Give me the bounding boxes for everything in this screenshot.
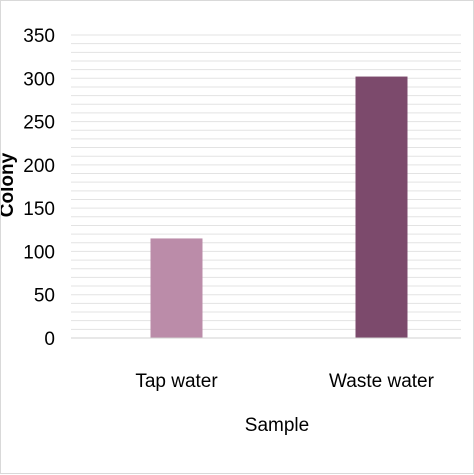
y-tick-label: 50 bbox=[34, 286, 55, 307]
y-axis-ticks: 0 50 100 150 200 250 300 350 bbox=[23, 26, 55, 350]
y-tick-label: 250 bbox=[23, 113, 55, 134]
bars bbox=[150, 76, 408, 338]
x-category-label: Waste water bbox=[329, 371, 435, 392]
y-tick-label: 300 bbox=[23, 69, 55, 90]
y-tick-label: 200 bbox=[23, 156, 55, 177]
bar-tap-water bbox=[150, 238, 203, 338]
x-axis-title: Sample bbox=[245, 415, 309, 436]
y-tick-label: 150 bbox=[23, 199, 55, 220]
x-axis-categories: Tap water Waste water bbox=[135, 371, 434, 392]
bar-waste-water bbox=[355, 76, 408, 338]
y-tick-label: 0 bbox=[44, 329, 55, 350]
y-tick-label: 350 bbox=[23, 26, 55, 47]
y-axis-title: Colony bbox=[1, 152, 18, 217]
x-category-label: Tap water bbox=[135, 371, 218, 392]
y-tick-label: 100 bbox=[23, 242, 55, 263]
